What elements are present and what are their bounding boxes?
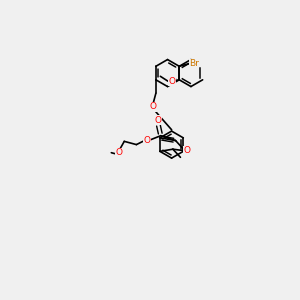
Text: O: O bbox=[116, 148, 123, 157]
Text: O: O bbox=[184, 146, 191, 155]
Text: O: O bbox=[143, 136, 150, 145]
Text: Br: Br bbox=[189, 59, 199, 68]
Text: O: O bbox=[168, 76, 175, 85]
Text: O: O bbox=[154, 116, 161, 125]
Text: O: O bbox=[149, 102, 156, 111]
